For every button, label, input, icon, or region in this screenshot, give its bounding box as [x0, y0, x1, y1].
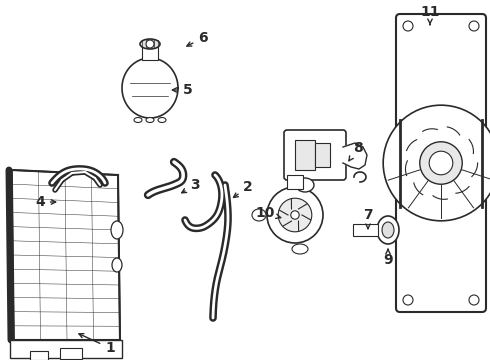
Circle shape	[267, 187, 323, 243]
Text: 9: 9	[383, 249, 393, 267]
Circle shape	[383, 105, 490, 221]
Circle shape	[291, 211, 299, 219]
Circle shape	[278, 198, 312, 232]
Bar	[60, 348, 82, 359]
Ellipse shape	[140, 39, 160, 49]
Text: 3: 3	[182, 178, 200, 193]
Ellipse shape	[146, 117, 154, 122]
Circle shape	[403, 295, 413, 305]
Ellipse shape	[292, 244, 308, 254]
Bar	[295, 140, 315, 170]
Text: 2: 2	[234, 180, 253, 198]
Ellipse shape	[382, 222, 394, 238]
Ellipse shape	[296, 178, 314, 192]
Circle shape	[469, 295, 479, 305]
Ellipse shape	[111, 221, 123, 239]
Ellipse shape	[158, 117, 166, 122]
Ellipse shape	[252, 209, 266, 221]
Ellipse shape	[134, 117, 142, 122]
Ellipse shape	[112, 258, 122, 272]
Circle shape	[469, 21, 479, 31]
Polygon shape	[343, 143, 367, 169]
Bar	[287, 175, 303, 189]
Polygon shape	[12, 170, 120, 340]
Text: 5: 5	[172, 83, 193, 97]
Circle shape	[429, 151, 453, 175]
Bar	[353, 224, 378, 236]
Polygon shape	[10, 340, 122, 358]
Text: 1: 1	[79, 334, 115, 355]
Bar	[142, 46, 158, 60]
Text: 7: 7	[363, 208, 373, 229]
Text: 4: 4	[35, 195, 56, 209]
Text: 11: 11	[420, 5, 440, 24]
Text: 6: 6	[187, 31, 208, 46]
Text: 8: 8	[349, 141, 363, 161]
Ellipse shape	[377, 216, 399, 244]
FancyBboxPatch shape	[284, 130, 346, 180]
Circle shape	[420, 142, 462, 184]
Circle shape	[146, 40, 154, 48]
Bar	[315, 143, 330, 167]
Circle shape	[403, 21, 413, 31]
Text: 10: 10	[255, 206, 281, 220]
Bar	[30, 351, 48, 360]
FancyBboxPatch shape	[396, 14, 486, 312]
Polygon shape	[122, 58, 178, 118]
